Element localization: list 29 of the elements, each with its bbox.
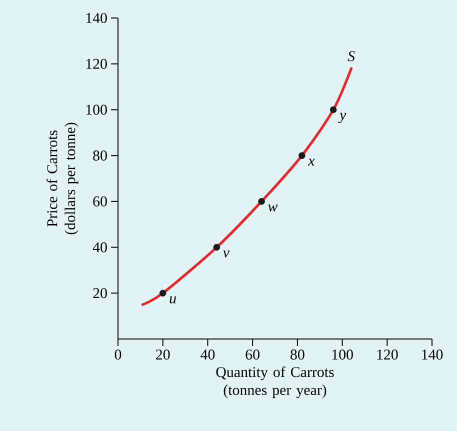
x-axis-title: Quantity of Carrots (tonnes per year) <box>216 366 334 398</box>
annotation: x <box>308 158 315 166</box>
point <box>330 106 337 114</box>
y-tick-label: 140 <box>86 12 107 24</box>
x-tick-label: 60 <box>246 350 260 360</box>
point <box>298 152 306 159</box>
line-series <box>141 67 353 306</box>
x-tick-label: 20 <box>156 350 170 360</box>
x-tick-label: 120 <box>377 350 398 360</box>
x-tick-label: 100 <box>332 350 353 360</box>
y-axis-title: Price of Carrots (dollars per tonne) <box>46 122 78 234</box>
x-tick-label: 80 <box>290 350 304 360</box>
y-tick-label: 40 <box>92 242 107 252</box>
annotation: w <box>268 204 278 212</box>
y-tick-label: 100 <box>86 104 107 115</box>
point <box>159 290 166 297</box>
x-tick-label: 140 <box>422 350 443 360</box>
point <box>258 198 265 205</box>
point <box>213 244 220 251</box>
annotation: S <box>348 51 355 62</box>
y-tick-label: 20 <box>93 288 107 298</box>
annotation: y <box>338 112 346 123</box>
x-tick-label: 40 <box>200 350 215 360</box>
y-tick-label: 120 <box>86 58 107 69</box>
annotation: u <box>170 296 176 304</box>
annotation: v <box>223 250 230 258</box>
x-tick-label: 0 <box>114 350 122 360</box>
y-tick-label: 60 <box>93 196 107 206</box>
y-tick-label: 80 <box>93 150 107 161</box>
